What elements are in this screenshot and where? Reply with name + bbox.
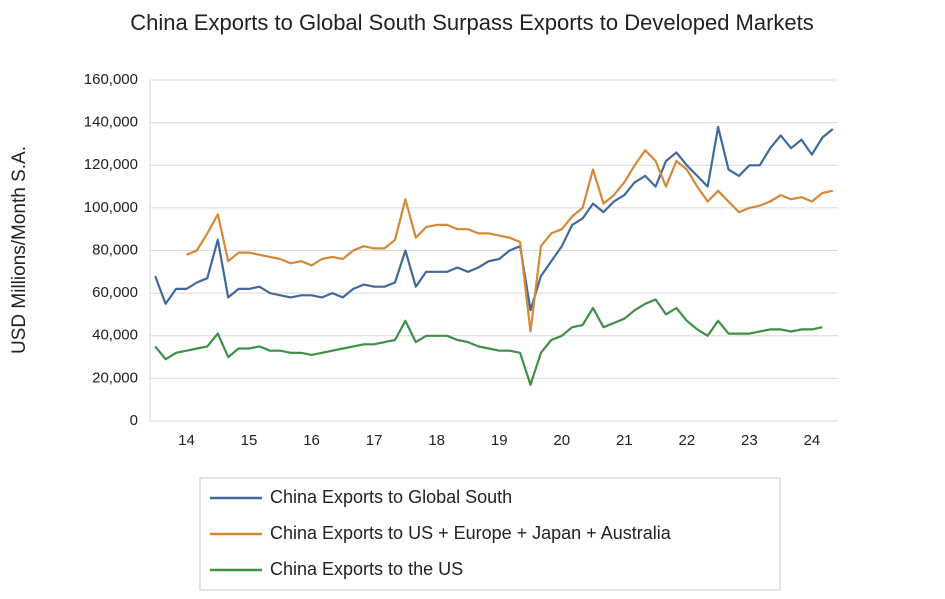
x-tick-label: 18 xyxy=(428,432,445,449)
x-tick-label: 14 xyxy=(178,432,195,449)
y-tick-label: 140,000 xyxy=(84,114,138,131)
chart-title: China Exports to Global South Surpass Ex… xyxy=(130,10,814,35)
y-axis-label: USD Millions/Month S.A. xyxy=(9,146,30,354)
series-line xyxy=(154,298,823,386)
y-tick-label: 40,000 xyxy=(92,327,138,344)
x-tick-label: 24 xyxy=(804,432,821,449)
legend-label: China Exports to Global South xyxy=(270,487,512,507)
y-tick-label: 60,000 xyxy=(92,284,138,301)
x-tick-label: 20 xyxy=(553,432,570,449)
legend-label: China Exports to the US xyxy=(270,559,463,579)
series-line xyxy=(154,125,834,312)
x-tick-label: 17 xyxy=(366,432,383,449)
y-tick-label: 160,000 xyxy=(84,71,138,88)
y-tick-label: 120,000 xyxy=(84,156,138,173)
x-tick-label: 23 xyxy=(741,432,758,449)
legend-box xyxy=(199,477,781,591)
x-tick-label: 19 xyxy=(491,432,508,449)
y-tick-label: 20,000 xyxy=(92,369,138,386)
y-tick-label: 100,000 xyxy=(84,199,138,216)
y-tick-label: 0 xyxy=(130,412,138,429)
x-tick-label: 16 xyxy=(303,432,320,449)
x-tick-label: 15 xyxy=(241,432,258,449)
x-tick-label: 22 xyxy=(679,432,696,449)
y-tick-label: 80,000 xyxy=(92,241,138,258)
x-tick-label: 21 xyxy=(616,432,633,449)
legend-label: China Exports to US + Europe + Japan + A… xyxy=(270,523,672,543)
series-line xyxy=(186,149,834,333)
